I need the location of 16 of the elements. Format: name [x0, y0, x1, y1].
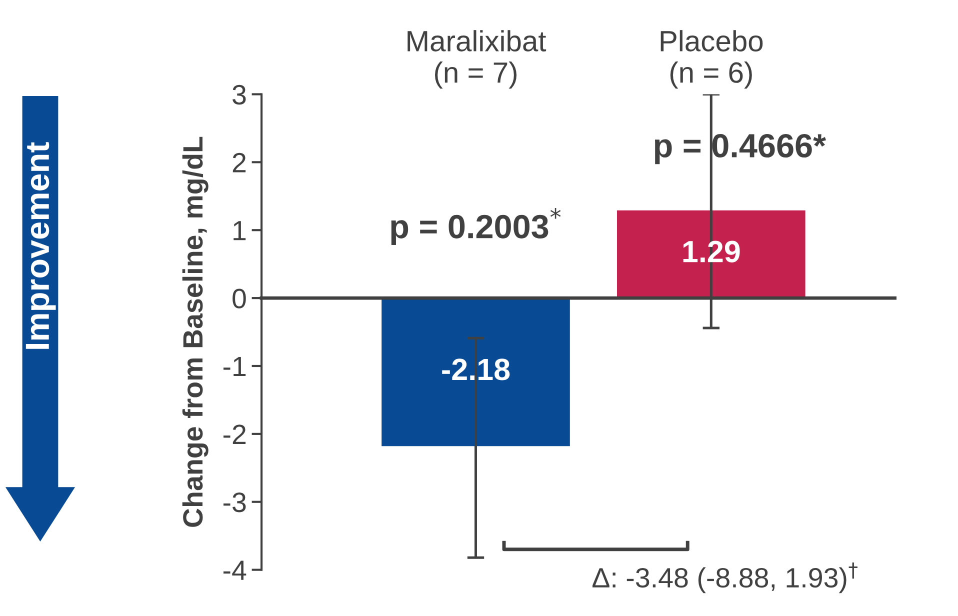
- y-tick-label: -3: [223, 492, 246, 512]
- y-axis-title: Change from Baseline, mg/dL: [182, 136, 208, 527]
- text: Improvement: [26, 142, 56, 349]
- annotation: p = 0.2003$^{*}$: [391, 208, 561, 246]
- data-label: -2.18: [442, 358, 510, 380]
- y-tick-label: -2: [223, 424, 246, 444]
- y-tick-label: 2: [232, 152, 246, 172]
- y-tick-label: 1: [234, 221, 246, 240]
- annotation: p = 0.4666*: [654, 134, 826, 164]
- x-tick-label: Placebo (n = 6): [660, 30, 763, 89]
- y-tick-label: -4: [223, 560, 246, 580]
- annotation: Δ: -3.48 (-8.88, 1.93)$^{†}$: [592, 562, 858, 594]
- x-tick-label: Maralixibat (n = 7): [408, 30, 546, 89]
- y-tick-label: 3: [232, 84, 246, 105]
- y-tick-label: 0: [232, 288, 246, 308]
- y-tick-label: -1: [223, 356, 246, 376]
